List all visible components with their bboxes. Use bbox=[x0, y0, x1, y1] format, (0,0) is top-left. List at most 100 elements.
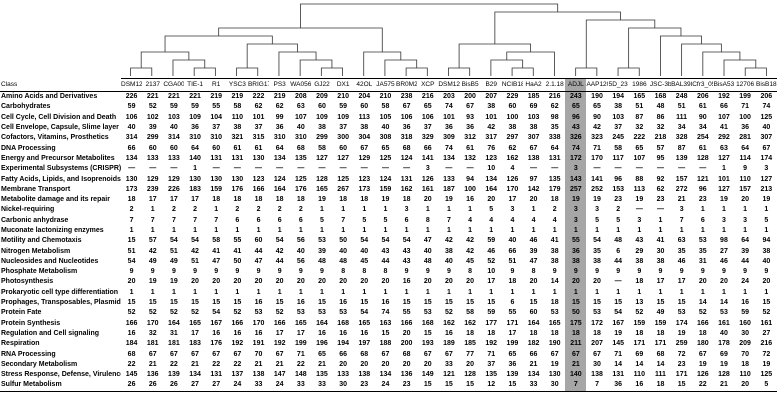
cell: 17 bbox=[169, 196, 178, 204]
cell: 5 bbox=[362, 216, 367, 224]
cell: 15 bbox=[423, 299, 432, 307]
cell: 20 bbox=[445, 278, 453, 286]
cell: 1 bbox=[320, 206, 324, 214]
row-label: Respiration bbox=[1, 340, 40, 348]
table-row: Stress Response, Defense, Virulence 145 13… bbox=[0, 370, 777, 381]
cell: 63 bbox=[677, 237, 686, 245]
cell: 9 bbox=[214, 268, 219, 276]
cell: 17 bbox=[487, 278, 496, 286]
cell: 20 bbox=[423, 196, 432, 204]
cell: 59 bbox=[169, 103, 178, 111]
column-header: 12706 bbox=[734, 78, 756, 92]
cell: 21 bbox=[318, 360, 326, 368]
row-label: Nickel-requiring bbox=[1, 206, 55, 214]
column-header: 42OL bbox=[353, 78, 375, 92]
cell: 106 bbox=[125, 113, 138, 121]
cell: 222 bbox=[252, 93, 265, 101]
cell: 54 bbox=[169, 237, 178, 245]
cell: 62 bbox=[254, 103, 263, 111]
cell: 9 bbox=[637, 268, 642, 276]
cell: 65 bbox=[635, 144, 644, 152]
column-header: XCP bbox=[417, 78, 439, 92]
cell: 54 bbox=[275, 237, 284, 245]
cell: 18 bbox=[649, 380, 672, 392]
cell: 124 bbox=[379, 175, 392, 183]
cell: 18 bbox=[339, 196, 348, 204]
row-label: Cofactors, Vitamins, Prosthetics bbox=[1, 134, 109, 142]
cell: — bbox=[678, 165, 686, 173]
cell: 1 bbox=[446, 288, 451, 296]
dendrogram-branches bbox=[130, 3, 767, 76]
cell: 20 bbox=[423, 278, 432, 286]
cell: 100 bbox=[506, 113, 519, 121]
cell: 38 bbox=[762, 247, 771, 255]
row-label: Prophages, Transposables, Plasmids bbox=[1, 299, 121, 307]
cell: 219 bbox=[210, 93, 223, 101]
cell: 166 bbox=[273, 319, 286, 327]
cell: 308 bbox=[379, 134, 392, 142]
cell: 1 bbox=[468, 288, 473, 296]
cell: 6 bbox=[256, 216, 261, 224]
cell: 9 bbox=[320, 268, 324, 276]
cell: 20 bbox=[565, 277, 587, 288]
cell: 9 bbox=[595, 268, 599, 276]
cell: 1 bbox=[341, 206, 346, 214]
cell: 101 bbox=[718, 175, 730, 183]
cell: 110 bbox=[231, 113, 243, 121]
cell: 126 bbox=[506, 175, 519, 183]
table-row: DNA Processing 66 60 60 64 60 61 61 64 68 58 60 67 65… bbox=[0, 143, 777, 154]
table-row: Nickel-requiring 2 1 2 2 1 2 2 2 2 1 1 1 1 3 1 1 1 5 3 1 2 3 3 2… bbox=[0, 205, 777, 216]
cell: 164 bbox=[485, 185, 498, 193]
cell: 38 bbox=[550, 247, 559, 255]
row-label: Nitrogen Metabolism bbox=[1, 247, 71, 255]
cell: 37 bbox=[339, 124, 348, 132]
cell: 1 bbox=[637, 288, 642, 296]
cell: 221 bbox=[168, 93, 180, 101]
cell: 1 bbox=[446, 227, 451, 234]
cell: 168 bbox=[654, 93, 667, 101]
cell: 52 bbox=[762, 309, 771, 317]
cell: 221 bbox=[146, 93, 159, 101]
cell: 53 bbox=[423, 309, 432, 317]
cell: — bbox=[318, 165, 326, 173]
cell: 100 bbox=[464, 185, 476, 193]
cell: — bbox=[593, 165, 601, 173]
cell: 9 bbox=[722, 268, 726, 276]
cell: 54 bbox=[212, 309, 221, 317]
cell: 127 bbox=[718, 185, 730, 193]
cell: 2 bbox=[298, 206, 303, 214]
cell: 127 bbox=[718, 154, 730, 162]
cell: 1 bbox=[468, 227, 473, 234]
cell: 177 bbox=[485, 319, 498, 327]
table-row: Membrane Transport 173 239 226 183 159 176 166 1… bbox=[0, 184, 777, 195]
cell: 26 bbox=[121, 380, 143, 392]
table-row: Energy and Precursor Metabolites 134 133 13… bbox=[0, 153, 777, 165]
cell: 166 bbox=[125, 319, 138, 327]
cell: 39 bbox=[529, 247, 538, 255]
cell: 1 bbox=[193, 227, 197, 234]
cell: 8 bbox=[383, 268, 388, 276]
row-label: Sulfur Metabolism bbox=[0, 380, 121, 392]
cell: 1 bbox=[531, 288, 536, 296]
cell: 165 bbox=[358, 319, 371, 327]
cell: 53 bbox=[550, 309, 559, 317]
cell: 107 bbox=[633, 154, 646, 162]
cell: 110 bbox=[739, 175, 751, 183]
cell: 60 bbox=[318, 103, 326, 111]
cell: 1 bbox=[743, 288, 748, 296]
table-row: Secondary Metabolism 22 21 22 21 22 22 21 21 22 21… bbox=[0, 359, 777, 371]
cell: 54 bbox=[127, 257, 136, 265]
cell: 194 bbox=[612, 93, 625, 101]
cell: 47 bbox=[423, 237, 432, 245]
cell: 2 bbox=[256, 206, 261, 214]
cell: 6 bbox=[510, 299, 515, 307]
cell: 36 bbox=[402, 124, 411, 132]
cell: 159 bbox=[633, 319, 646, 327]
cell: 171 bbox=[675, 371, 688, 379]
cell: 131 bbox=[210, 371, 223, 379]
cell: 9 bbox=[510, 268, 515, 276]
cell: 297 bbox=[506, 134, 519, 142]
cell: 16 bbox=[254, 329, 263, 337]
cell: 299 bbox=[316, 134, 328, 142]
row-label: DNA Processing bbox=[1, 144, 56, 152]
